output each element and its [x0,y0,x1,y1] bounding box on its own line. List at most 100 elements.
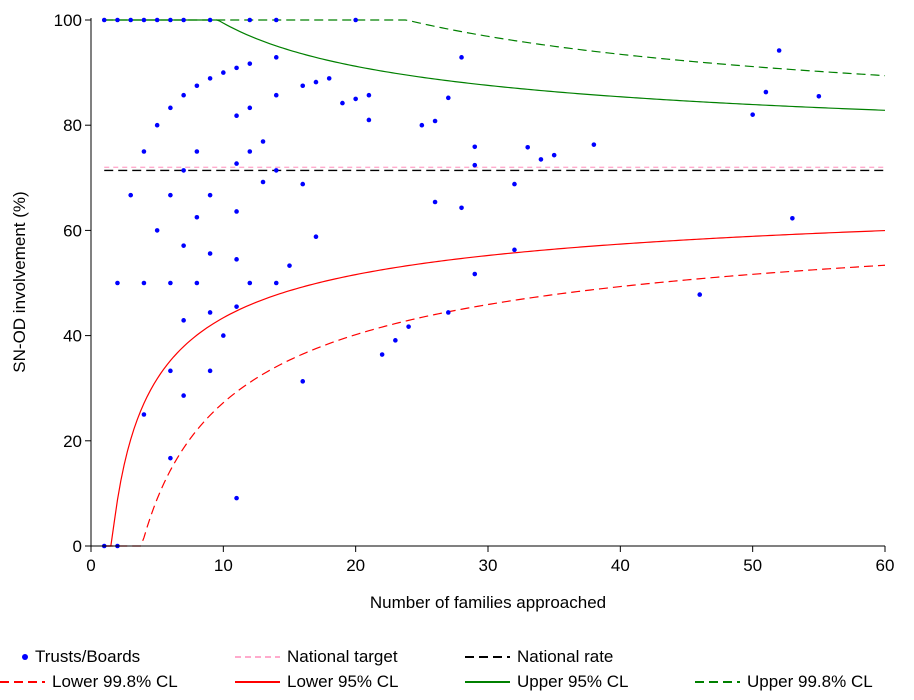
legend-label: National target [287,647,398,666]
data-point [446,95,451,101]
data-point [406,324,411,329]
data-point [260,139,266,144]
y-axis-label: SN-OD involvement (%) [10,191,29,372]
data-point [525,144,530,150]
data-point [181,168,186,173]
data-point [273,55,279,60]
data-point [101,17,107,23]
data-point [234,65,239,71]
data-point [353,96,358,102]
data-point [207,76,213,81]
x-tick-label: 30 [479,556,498,575]
data-point [340,100,345,106]
y-tick-label: 100 [54,11,82,30]
data-point [154,122,160,128]
x-tick-label: 10 [214,556,233,575]
y-tick-label: 60 [63,221,82,240]
data-point [128,17,133,23]
legend-item-upper-95-cl: Upper 95% CL [465,672,629,691]
data-point [459,205,464,211]
data-point [313,234,319,240]
data-point [512,181,517,187]
data-point [181,393,186,398]
data-point [366,92,372,98]
series-layer [101,17,886,549]
data-point [181,318,186,323]
legend-swatch-trusts-boards [22,654,28,660]
lower-99-8-cl-curve [104,264,886,547]
data-point [207,310,213,315]
data-point [247,149,253,154]
data-point [141,280,147,286]
data-point [207,368,213,374]
data-point [194,149,200,154]
data-point [326,76,332,81]
data-point [446,310,451,315]
legend-label: Lower 99.8% CL [52,672,178,691]
data-point [168,455,173,461]
data-point [221,333,226,338]
data-point [234,209,239,214]
data-point [419,122,425,128]
data-point [300,83,306,89]
data-point [287,263,292,268]
x-tick-label: 0 [86,556,95,575]
axes: 0 10 20 30 40 50 60 0 20 40 60 80 100 [54,11,895,575]
data-point [816,93,822,99]
data-point [247,61,253,66]
data-point [141,17,147,23]
data-point [366,117,372,123]
data-point [313,79,319,85]
data-point [776,48,782,53]
data-point [472,144,478,150]
data-point [194,214,200,220]
data-point [432,199,438,205]
lower-95-cl-curve [104,229,886,547]
data-point [181,17,186,23]
upper-99-8-cl-curve [104,19,886,77]
data-point [247,17,253,23]
x-tick-label: 40 [611,556,630,575]
data-point [300,181,306,187]
data-point [207,192,213,198]
data-point [273,92,279,98]
data-point [790,216,795,221]
y-tick-label: 20 [63,432,82,451]
data-point [181,243,186,248]
y-tick-label: 40 [63,327,82,346]
legend-label: Lower 95% CL [287,672,399,691]
data-point [168,17,173,23]
legend-item-trusts-boards: Trusts/Boards [22,647,140,666]
legend-label: Trusts/Boards [35,647,140,666]
data-point [181,92,186,98]
legend-item-national-target: National target [235,647,398,666]
data-point [300,379,306,384]
data-point [273,17,279,23]
data-point [234,304,239,309]
data-point [763,89,769,95]
upper-95-cl-curve [104,19,886,111]
legend-item-lower-95-cl: Lower 95% CL [235,672,399,691]
data-point [207,251,213,256]
legend-item-upper-99-8-cl: Upper 99.8% CL [695,672,873,691]
data-point [141,412,147,417]
data-point [115,17,120,23]
data-point [459,55,464,60]
data-point [168,280,173,286]
data-point [247,280,253,286]
data-point [750,112,755,117]
data-point [168,105,173,111]
x-tick-label: 20 [346,556,365,575]
data-point [194,83,200,89]
data-point [512,247,517,253]
legend-item-lower-99-8-cl: Lower 99.8% CL [0,672,178,691]
data-point [234,257,239,262]
data-point [353,17,358,23]
data-point [154,228,160,233]
data-point [697,292,703,297]
data-point [221,70,226,75]
data-point [115,280,120,286]
data-point [538,157,544,162]
data-point [141,149,147,154]
